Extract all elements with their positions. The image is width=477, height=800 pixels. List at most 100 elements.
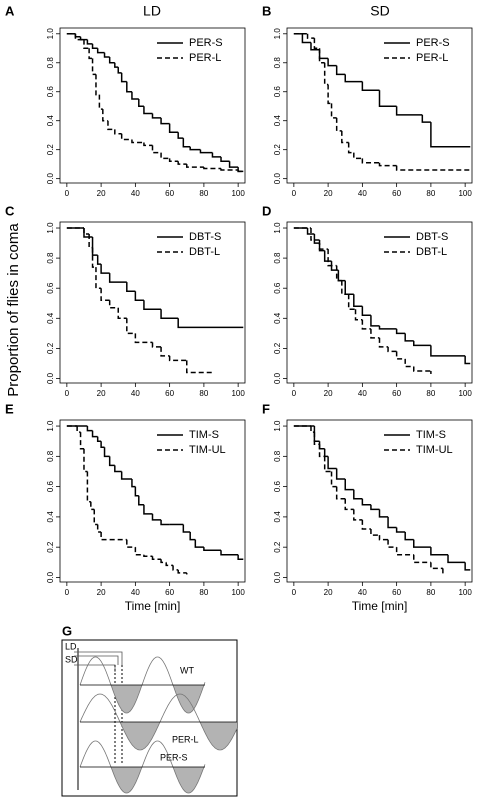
step-segment (335, 65, 346, 76)
diagram-label: PER-S (160, 752, 188, 762)
step-segment (177, 161, 187, 165)
step-segment (83, 448, 88, 473)
step-segment (335, 486, 346, 500)
y-tick-label: 0.8 (273, 252, 282, 264)
y-tick-label: 0.6 (46, 86, 55, 98)
step-segment (177, 318, 244, 329)
step-segment (160, 309, 179, 320)
step-segment (430, 122, 471, 148)
step-segment (318, 49, 329, 60)
y-tick-label: 0.4 (46, 115, 55, 127)
step-segment (306, 228, 315, 235)
step-segment (151, 513, 162, 521)
step-segment (347, 142, 354, 154)
step-segment (177, 132, 184, 139)
y-tick-label: 0.4 (46, 511, 55, 523)
step-segment (160, 519, 170, 526)
step-segment (86, 426, 93, 432)
step-segment (310, 42, 320, 51)
step-segment (186, 164, 204, 168)
step-segment (341, 130, 349, 144)
step-segment (120, 72, 127, 83)
step-segment (100, 532, 110, 541)
step-segment (430, 547, 449, 556)
x-axis-label: Time [min] (125, 599, 181, 613)
step-segment (126, 81, 132, 93)
step-segment (395, 351, 406, 360)
step-segment (378, 90, 397, 107)
plot-frame (59, 27, 246, 184)
step-segment (370, 529, 380, 536)
step-segment (318, 441, 325, 450)
x-tick-label: 100 (231, 588, 245, 597)
step-segment (335, 265, 342, 282)
step-segment (353, 294, 363, 308)
x-tick-label: 100 (458, 588, 472, 597)
step-segment (108, 456, 115, 467)
step-segment (323, 448, 329, 458)
step-segment (318, 243, 325, 252)
plot-frame (286, 221, 473, 384)
plot-frame (59, 221, 246, 384)
step-segment (361, 498, 371, 506)
step-segment (151, 556, 162, 561)
step-segment (395, 106, 423, 116)
y-tick-label: 0.8 (46, 450, 55, 462)
step-segment (344, 74, 363, 83)
step-segment (310, 426, 315, 433)
y-tick-label: 0.8 (273, 57, 282, 69)
y-tick-label: 0.6 (273, 282, 282, 294)
step-segment (83, 228, 90, 235)
y-tick-label: 0.0 (273, 173, 282, 185)
step-segment (96, 255, 102, 265)
step-segment (76, 426, 81, 433)
plot-frame (286, 419, 473, 583)
y-tick-label: 0.4 (273, 115, 282, 127)
y-tick-label: 0.2 (273, 541, 282, 553)
y-tick-label: 0.6 (46, 481, 55, 493)
diagram-label: PER-L (172, 734, 199, 744)
step-segment (100, 288, 110, 301)
x-tick-label: 60 (165, 389, 174, 398)
step-segment (91, 430, 98, 438)
step-segment (103, 447, 110, 458)
step-segment (151, 342, 162, 348)
step-segment (114, 465, 122, 473)
step-segment (237, 554, 244, 561)
step-segment (378, 325, 397, 330)
step-segment (134, 333, 153, 344)
step-segment (86, 39, 93, 45)
step-segment (306, 33, 315, 39)
step-segment (160, 117, 170, 125)
step-segment (88, 234, 93, 249)
x-tick-label: 0 (292, 189, 297, 198)
x-tick-label: 60 (165, 588, 174, 597)
step-segment (313, 38, 320, 50)
step-segment (100, 441, 105, 449)
step-segment (335, 468, 346, 480)
step-segment (211, 152, 222, 158)
legend-label: PER-S (189, 37, 223, 49)
step-segment (327, 58, 337, 67)
step-segment (323, 62, 329, 86)
y-tick-label: 1.0 (273, 222, 282, 234)
step-segment (237, 169, 244, 173)
x-tick-label: 20 (97, 389, 106, 398)
step-segment (108, 56, 115, 64)
step-segment (370, 315, 380, 327)
x-tick-label: 40 (358, 189, 367, 198)
x-tick-label: 60 (392, 588, 401, 597)
step-segment (194, 539, 204, 548)
legend-label: TIM-UL (416, 444, 453, 456)
step-segment (96, 48, 105, 54)
step-segment (361, 158, 380, 164)
y-tick-label: 0.2 (273, 342, 282, 354)
y-tick-label: 1.0 (46, 28, 55, 40)
y-tick-label: 0.2 (273, 144, 282, 156)
step-segment (131, 139, 144, 144)
step-segment (91, 247, 96, 268)
x-tick-label: 0 (292, 588, 297, 597)
step-segment (361, 519, 371, 530)
y-tick-label: 1.0 (46, 420, 55, 432)
